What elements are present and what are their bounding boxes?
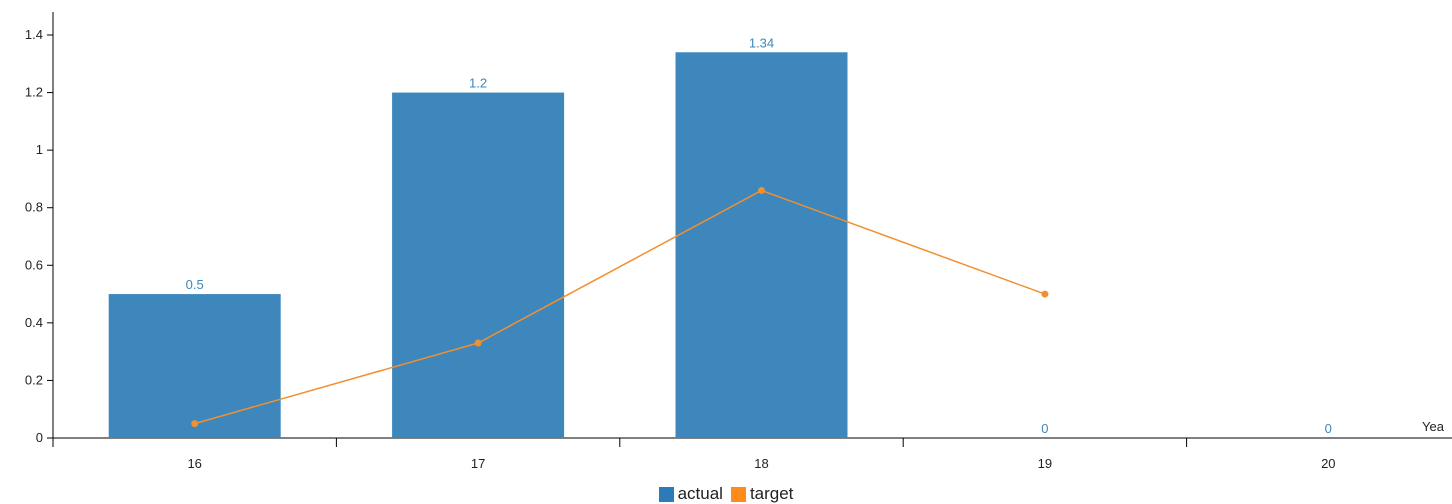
bar-data-label: 0.5 [186, 277, 204, 292]
x-axis-title: Yea [1422, 419, 1445, 434]
bar-data-label: 1.34 [749, 35, 774, 50]
bar[interactable] [392, 92, 565, 439]
y-tick-label: 0.2 [25, 372, 43, 387]
bar-data-label: 0 [1325, 421, 1332, 436]
x-tick-label: 19 [1038, 456, 1052, 471]
y-tick-label: 0.8 [25, 200, 43, 215]
bar-data-label: 0 [1041, 421, 1048, 436]
x-tick-label: 17 [471, 456, 485, 471]
x-axis: 16 17 18 19 20 [52, 437, 1452, 471]
line-series-target [191, 186, 1049, 428]
bar[interactable] [675, 52, 848, 439]
legend-swatch-target [730, 486, 746, 502]
y-axis: 0 0.2 0.4 0.6 0.8 1 1.2 1.4 [25, 12, 54, 445]
target-line [194, 189, 1046, 425]
combo-chart: 0 0.2 0.4 0.6 0.8 1 1.2 1.4 16 17 18 19 20 0.5 1.2 1.… [25, 12, 1452, 471]
y-tick-label: 0.4 [25, 315, 43, 330]
y-tick-label: 0 [36, 430, 43, 445]
bar-data-label: 1.2 [469, 76, 487, 91]
y-tick-label: 1.4 [25, 27, 43, 42]
target-point[interactable] [1041, 290, 1049, 298]
x-tick-label: 20 [1321, 456, 1335, 471]
target-point[interactable] [474, 339, 482, 347]
bar-series-actual: 0.5 1.2 1.34 0 0 [108, 35, 1332, 439]
legend-item-target[interactable]: target [730, 484, 794, 504]
legend-label-target: target [749, 484, 794, 503]
legend: actual target [0, 484, 1452, 504]
x-tick-label: 18 [754, 456, 768, 471]
y-tick-label: 0.6 [25, 257, 43, 272]
legend-item-actual[interactable]: actual [658, 484, 723, 504]
legend-swatch-actual [658, 486, 674, 502]
target-point[interactable] [191, 420, 199, 428]
y-tick-label: 1 [36, 142, 43, 157]
bar[interactable] [108, 294, 281, 438]
y-tick-label: 1.2 [25, 85, 43, 100]
x-tick-label: 16 [187, 456, 201, 471]
target-point[interactable] [758, 186, 765, 194]
legend-label-actual: actual [677, 484, 723, 503]
